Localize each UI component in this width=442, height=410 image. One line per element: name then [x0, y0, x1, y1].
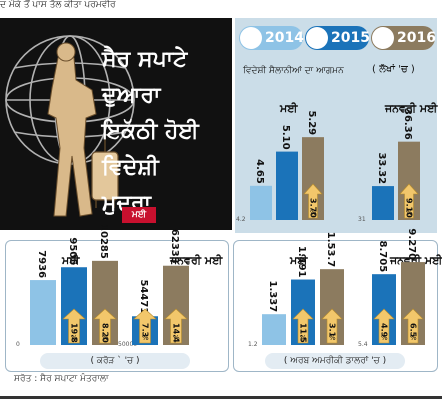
growth-arrow-icon	[133, 308, 157, 344]
bar-value-label: 62333	[169, 229, 180, 264]
group-label: ਜਨਵਰੀ ਮਈ	[169, 253, 223, 267]
baseline-label: 4.2	[236, 216, 246, 223]
bar-value-label: 1.53.7	[325, 232, 336, 267]
dollars-unit-label: ( ਅਰਬ ਅਮਰੀਕੀ ਡਾਲਰਾਂ 'ਚ )	[265, 353, 405, 369]
growth-arrow-icon	[164, 308, 188, 344]
hero-panel: ਸੈਰ ਸਪਾਟੇ ਦੁਆਰਾ ਇਕੱਠੀ ਹੋਈ ਵਿਦੇਸ਼ੀ ਮੁਦਰਾ …	[0, 18, 232, 230]
growth-unit-label: %	[329, 334, 336, 342]
growth-value-label: 19.8	[70, 323, 79, 343]
growth-value-label: 14.4	[172, 323, 181, 343]
bar-value-label: 9.270	[406, 228, 417, 260]
bar-value-label: 10285	[98, 224, 109, 259]
bar	[30, 280, 56, 345]
hero-title-line: ਵਿਦੇਸ਼ੀ	[102, 155, 159, 180]
bar-value-label: 4.65	[254, 159, 265, 184]
growth-value-label: 3.1	[328, 323, 337, 338]
growth-value-label: 9.10	[405, 198, 414, 218]
bar-value-label: 1.491	[296, 246, 307, 278]
bar	[302, 137, 324, 220]
legend-year-label: 2016	[397, 30, 436, 46]
baseline-label: 50000	[118, 341, 137, 348]
legend-2014: 2014	[239, 26, 304, 50]
bar-value-label: 54471	[138, 279, 149, 314]
bar-value-label: 33.32	[376, 152, 387, 184]
baseline-label: 1.2	[248, 341, 258, 348]
header-snippet: ਦ ਮੌਕੇ ਤੋਂ ਪਾਸ ਤੋਲ ਕੀਤਾ ਪਰਮਵੀਰ	[0, 0, 442, 14]
growth-arrow-icon	[399, 183, 419, 219]
group-label: ਜਨਵਰੀ ਮਈ	[384, 101, 438, 115]
growth-value-label: 3.70	[309, 198, 318, 218]
bar-value-label: 7936	[36, 250, 47, 278]
growth-value-label: 6.5	[409, 323, 418, 338]
rupees-unit-label: ( ਕਰੋੜ ` 'ਚ )	[40, 353, 190, 369]
hero-month-badge: ਮਈ	[122, 207, 156, 223]
growth-arrow-icon	[62, 308, 86, 344]
growth-arrow-icon	[373, 308, 395, 344]
arrivals-title: ਵਿਦੇਸ਼ੀ ਸੈਲਾਨੀਆਂ ਦਾ ਆਗਮਨ	[243, 66, 344, 76]
hero-title-line: ਸੈਰ ਸਪਾਟੇ	[102, 47, 188, 72]
growth-unit-label: %	[173, 334, 180, 342]
bar-value-label: 8.705	[377, 241, 388, 273]
growth-arrow-icon	[93, 308, 117, 344]
bottom-rule	[0, 396, 442, 399]
baseline-label: 5.4	[358, 341, 368, 348]
growth-unit-label: %	[381, 334, 388, 342]
growth-unit-label: %	[142, 334, 149, 342]
growth-value-label: 7.3	[141, 323, 150, 337]
group-label: ਮਈ	[279, 101, 298, 115]
hero-title-line: ਦੁਆਰਾ	[102, 83, 161, 108]
growth-arrow-icon	[402, 308, 424, 344]
bar	[398, 141, 420, 220]
globe-traveler-illustration	[5, 35, 135, 217]
bar	[372, 186, 394, 220]
bar-value-label: 5.10	[280, 125, 291, 150]
baseline-label: 31	[358, 216, 366, 223]
growth-value-label: 4.9	[380, 323, 389, 338]
bar	[262, 314, 286, 345]
growth-unit-label: %	[71, 334, 78, 342]
arrivals-unit: ( ਲੱਖਾਂ 'ਚ )	[372, 64, 415, 75]
growth-value-label: 8.20	[101, 323, 110, 343]
year-legend: 2014 2015 2016	[235, 18, 437, 60]
growth-arrow-icon	[292, 308, 314, 344]
growth-unit-label: %	[410, 334, 417, 342]
emblem-icon	[306, 27, 328, 49]
baseline-label: 0	[16, 341, 20, 348]
bar	[276, 151, 298, 220]
group-label: ਮਈ	[289, 253, 308, 267]
bar-value-label: 36.36	[402, 108, 413, 140]
hero-title-line: ਇਕੱਠੀ ਹੋਈ	[102, 119, 199, 144]
growth-arrow-icon	[321, 308, 343, 344]
growth-unit-label: %	[406, 209, 413, 217]
bar-value-label: 5.29	[306, 110, 317, 135]
legend-year-label: 2014	[265, 30, 304, 46]
growth-arrow-icon	[303, 183, 323, 219]
growth-value-label: 11.5	[299, 323, 308, 343]
growth-unit-label: %	[300, 334, 307, 342]
bar-value-label: 1.337	[267, 281, 278, 313]
legend-2015: 2015	[305, 26, 370, 50]
emblem-icon	[240, 27, 262, 49]
group-label: ਮਈ	[61, 253, 80, 267]
emblem-icon	[372, 27, 394, 49]
legend-year-label: 2015	[331, 30, 370, 46]
growth-unit-label: %	[102, 334, 109, 342]
bar-value-label: 9505	[67, 237, 78, 265]
legend-2016: 2016	[371, 26, 436, 50]
growth-unit-label: %	[310, 209, 317, 217]
bar	[250, 185, 272, 220]
source-note: ਸਰੋਤ : ਸੈਰ ਸਪਾਟਾ ਮੰਤਰਾਲਾ	[14, 374, 109, 384]
